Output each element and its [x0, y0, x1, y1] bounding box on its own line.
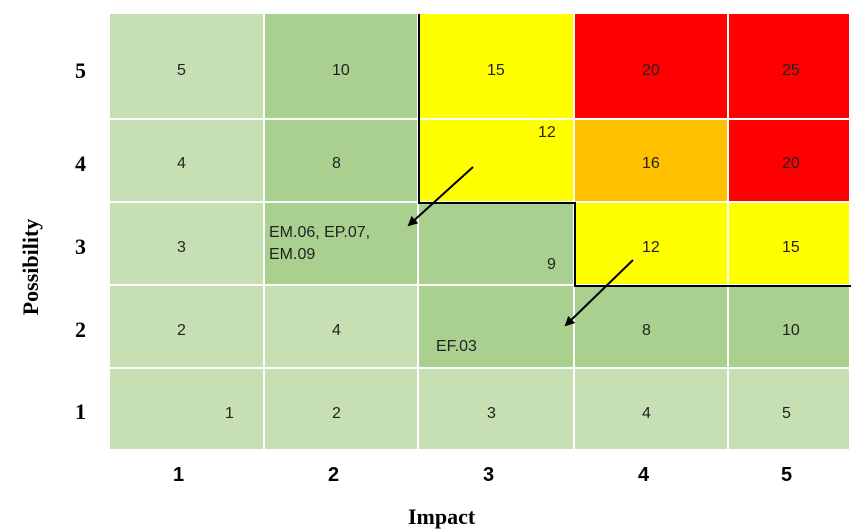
- risk-score: 10: [782, 322, 800, 339]
- risk-score: 20: [782, 155, 800, 172]
- possibility-axis-title: Possibility: [18, 218, 43, 316]
- risk-score: 16: [642, 155, 660, 172]
- risk-cell: [729, 14, 851, 120]
- risk-cell: [575, 286, 729, 369]
- risk-score: 5: [177, 62, 186, 79]
- risk-score: 4: [332, 322, 341, 339]
- risk-score: 8: [332, 155, 341, 172]
- risk-cell: [729, 286, 851, 369]
- risk-score: 3: [487, 405, 496, 422]
- risk-cell: [110, 14, 265, 120]
- risk-score: 25: [782, 62, 800, 79]
- impact-tick-label: 5: [781, 464, 793, 486]
- possibility-tick-label: 3: [75, 234, 86, 259]
- possibility-tick-label: 1: [75, 399, 86, 424]
- risk-score: 15: [487, 62, 505, 79]
- risk-cell: [729, 369, 851, 451]
- risk-cell: [110, 203, 265, 286]
- impact-axis-title: Impact: [408, 504, 476, 529]
- risk-score: 1: [225, 405, 234, 422]
- impact-tick-label: 3: [483, 464, 495, 486]
- impact-tick-label: 1: [173, 464, 185, 486]
- risk-item-ef03: EF.03: [436, 338, 477, 355]
- risk-score: 2: [177, 322, 186, 339]
- risk-score: 2: [332, 405, 341, 422]
- impact-tick-label: 2: [328, 464, 340, 486]
- risk-score: 15: [782, 239, 800, 256]
- risk-cell: [110, 120, 265, 203]
- risk-cell: [575, 120, 729, 203]
- impact-tick-label: 4: [638, 464, 650, 486]
- risk-items-em-ep-line2: EM.09: [269, 245, 316, 263]
- risk-score: 9: [547, 256, 556, 273]
- risk-cell: [110, 286, 265, 369]
- risk-score: 5: [782, 405, 791, 422]
- risk-cell: [419, 120, 575, 203]
- risk-cell: [419, 369, 575, 451]
- risk-cell: [265, 203, 419, 286]
- risk-score: 20: [642, 62, 660, 79]
- arrow-12-to-ef03: [564, 259, 634, 327]
- risk-score: 10: [332, 62, 350, 79]
- risk-score: 4: [177, 155, 186, 172]
- possibility-tick-label: 4: [75, 151, 86, 176]
- risk-score: 12: [538, 124, 556, 141]
- risk-cell: [575, 369, 729, 451]
- possibility-tick-label: 2: [75, 317, 86, 342]
- risk-score: 8: [642, 322, 651, 339]
- risk-cell: [265, 14, 419, 120]
- high-risk-boundary-upper: [418, 14, 851, 287]
- risk-items-em-ep-line1: EM.06, EP.07,: [269, 224, 371, 241]
- risk-cell: [729, 120, 851, 203]
- risk-cell: [575, 14, 729, 120]
- risk-items-em-ep: EM.06, EP.07, EM.09: [269, 222, 370, 265]
- possibility-tick-label: 5: [75, 58, 86, 83]
- risk-cell: [265, 369, 419, 451]
- risk-cell: [419, 14, 575, 120]
- risk-score: 3: [177, 239, 186, 256]
- arrow-12-to-em-group: [407, 166, 474, 227]
- risk-cell: [575, 203, 729, 286]
- risk-score: 12: [642, 239, 660, 256]
- risk-cell: [419, 286, 575, 369]
- risk-cell: [110, 369, 265, 451]
- risk-cell: [265, 286, 419, 369]
- risk-score: 4: [642, 405, 651, 422]
